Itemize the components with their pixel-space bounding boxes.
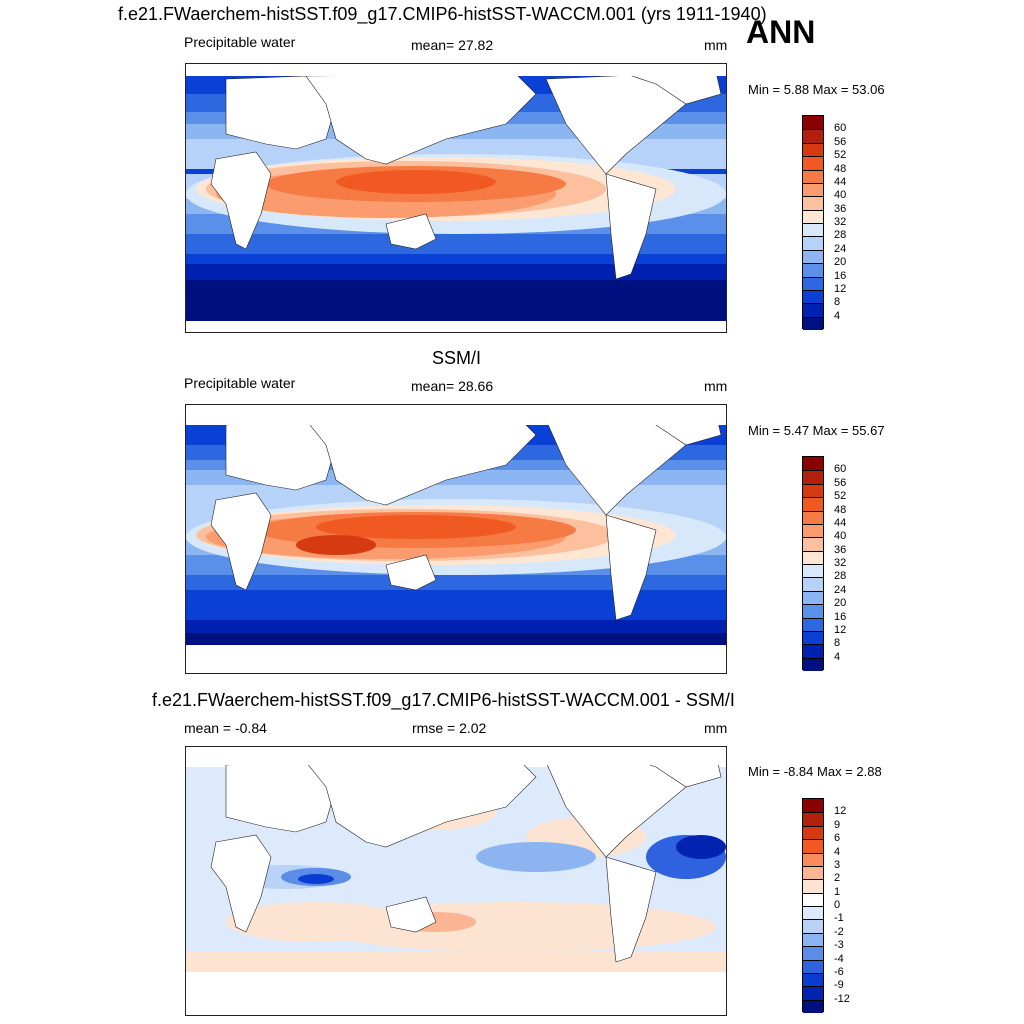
colorbar-tick-label: 8 [834,296,841,309]
colorbar-tick-label: 12 [834,282,847,295]
panel1-map-svg [186,64,726,332]
colorbar-tick-label: 0 [834,899,841,911]
colorbar-tick-label: 24 [834,583,847,596]
panel1-map [185,63,727,333]
colorbar-tick-label: 16 [834,610,847,623]
panel3-minmax: Min = -8.84 Max = 2.88 [748,764,882,779]
colorbar-tick-label: 52 [834,149,847,162]
panel2-minmax: Min = 5.47 Max = 55.67 [748,423,885,438]
panel1-variable-label: Precipitable water [184,34,296,50]
panel1-units-label: mm [704,37,728,53]
colorbar-tick-label: -12 [834,992,850,1005]
colorbar-tick-label: 6 [834,832,841,845]
colorbar-tick-label: 16 [834,269,847,282]
colorbar-tick-label: 28 [834,570,847,583]
colorbar-tick-label: 48 [834,162,847,175]
panel2-map-svg [186,405,726,673]
season-label: ANN [746,14,816,50]
panel3-rmse-label: rmse = 2.02 [412,720,487,736]
colorbar-tick-label: 8 [834,637,841,650]
colorbar-tick-label: -1 [834,912,844,925]
colorbar-tick-label: 56 [834,135,847,148]
colorbar-tick-label: 9 [834,818,841,831]
main-title: f.e21.FWaerchem-histSST.f09_g17.CMIP6-hi… [118,4,767,24]
colorbar-tick-label: 52 [834,490,847,503]
panel3-subtitle: f.e21.FWaerchem-histSST.f09_g17.CMIP6-hi… [152,690,735,710]
colorbar-tick-label: 4 [834,309,841,322]
colorbar-tick-label: 32 [834,557,847,569]
colorbar-tick-label: -6 [834,965,844,978]
colorbar-tick-label: 1 [834,885,841,898]
colorbar-tick-label: 32 [834,216,847,228]
panel2-mean-label: mean= 28.66 [411,378,494,394]
panel2-variable-label: Precipitable water [184,375,296,391]
panel3-mean-label: mean = -0.84 [184,720,267,736]
colorbar-tick-label: 2 [834,872,841,885]
panel1-colorbar [802,115,824,330]
colorbar-tick-label: 48 [834,503,847,516]
panel2-units-label: mm [704,378,728,394]
panel3-map-svg [186,747,726,1015]
colorbar-tick-label: -3 [834,939,844,952]
colorbar-tick-label: 3 [834,858,841,871]
panel2-colorbar [802,456,824,671]
colorbar-tick-label: 28 [834,229,847,242]
panel3-colorbar [802,798,824,1013]
panel3-units-label: mm [704,720,728,736]
panel3-map [185,746,727,1016]
colorbar-tick-label: 44 [834,516,847,529]
colorbar-tick-label: -9 [834,979,844,992]
panel1-minmax: Min = 5.88 Max = 53.06 [748,82,885,97]
colorbar-tick-label: 36 [834,202,847,215]
colorbar-tick-label: 56 [834,476,847,489]
colorbar-tick-label: 40 [834,189,847,202]
panel2-subtitle: SSM/I [432,348,482,368]
colorbar-tick-label: 60 [834,122,847,135]
colorbar-tick-label: 40 [834,530,847,543]
colorbar-tick-label: 12 [834,623,847,636]
panel2-map [185,404,727,674]
colorbar-tick-label: 20 [834,597,847,610]
panel1-mean-label: mean= 27.82 [411,37,494,53]
colorbar-tick-label: -4 [834,952,844,965]
colorbar-tick-label: 4 [834,650,841,663]
colorbar-tick-label: 36 [834,543,847,556]
colorbar-tick-label: 24 [834,242,847,255]
colorbar-tick-label: -2 [834,925,844,938]
colorbar-tick-label: 44 [834,175,847,188]
colorbar-tick-label: 4 [834,845,841,858]
colorbar-tick-label: 60 [834,463,847,476]
colorbar-tick-label: 20 [834,256,847,269]
colorbar-tick-label: 12 [834,805,847,818]
